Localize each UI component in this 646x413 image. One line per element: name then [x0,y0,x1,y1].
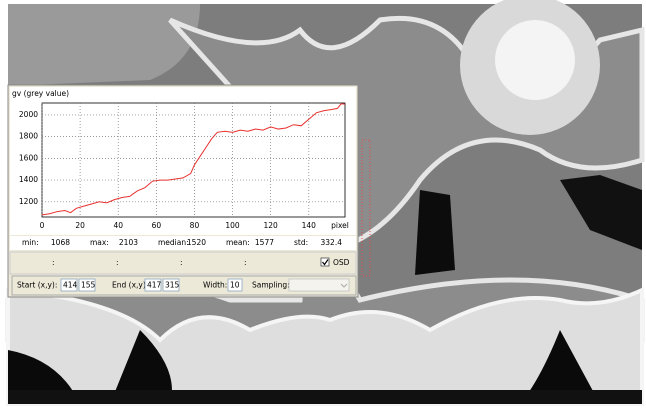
stat-value: 1577 [255,238,274,247]
x-axis-label: pixel [331,221,349,230]
stat-label: std: [294,238,308,247]
y-tick-label: 1200 [19,197,38,206]
input-value: 10 [230,281,240,290]
y-tick-label: 1800 [19,132,38,141]
x-tick-label: 40 [113,221,123,230]
stat-value: 1520 [187,238,206,247]
stat-value: 332.4 [321,238,343,247]
stat-label: median: [158,238,189,247]
input-value: 155 [81,281,96,290]
y-tick-label: 1400 [19,175,38,184]
input-value: 417 [147,281,162,290]
input-value: 414 [63,281,78,290]
separator: : [52,258,55,267]
profile-panel [8,85,358,297]
start-label: Start (x,y): [17,281,57,290]
stat-value: 1068 [51,238,70,247]
separator: : [244,258,247,267]
x-tick-label: 80 [190,221,200,230]
x-tick-label: 120 [264,221,279,230]
y-tick-label: 1600 [19,153,38,162]
x-tick-label: 0 [40,221,45,230]
osd-label: OSD [333,258,350,267]
stat-label: mean: [226,238,250,247]
end-label: End (x,y): [112,281,148,290]
x-tick-label: 100 [225,221,240,230]
x-tick-label: 140 [302,221,317,230]
y-tick-label: 2000 [19,110,38,119]
stat-label: max: [90,238,109,247]
x-tick-label: 60 [152,221,162,230]
separator: : [116,258,119,267]
separator: : [180,258,183,267]
sampling-label: Sampling: [252,281,290,290]
sampling-select[interactable] [289,279,349,291]
width-label: Width: [203,281,227,290]
y-axis-label: gv (grey value) [12,89,69,98]
screen: gv (grey value) 1200 1400 1600 1800 2000 0 20 40… [0,0,646,409]
x-tick-label: 20 [75,221,85,230]
stat-label: min: [22,238,39,247]
stat-value: 2103 [119,238,138,247]
input-value: 315 [165,281,180,290]
